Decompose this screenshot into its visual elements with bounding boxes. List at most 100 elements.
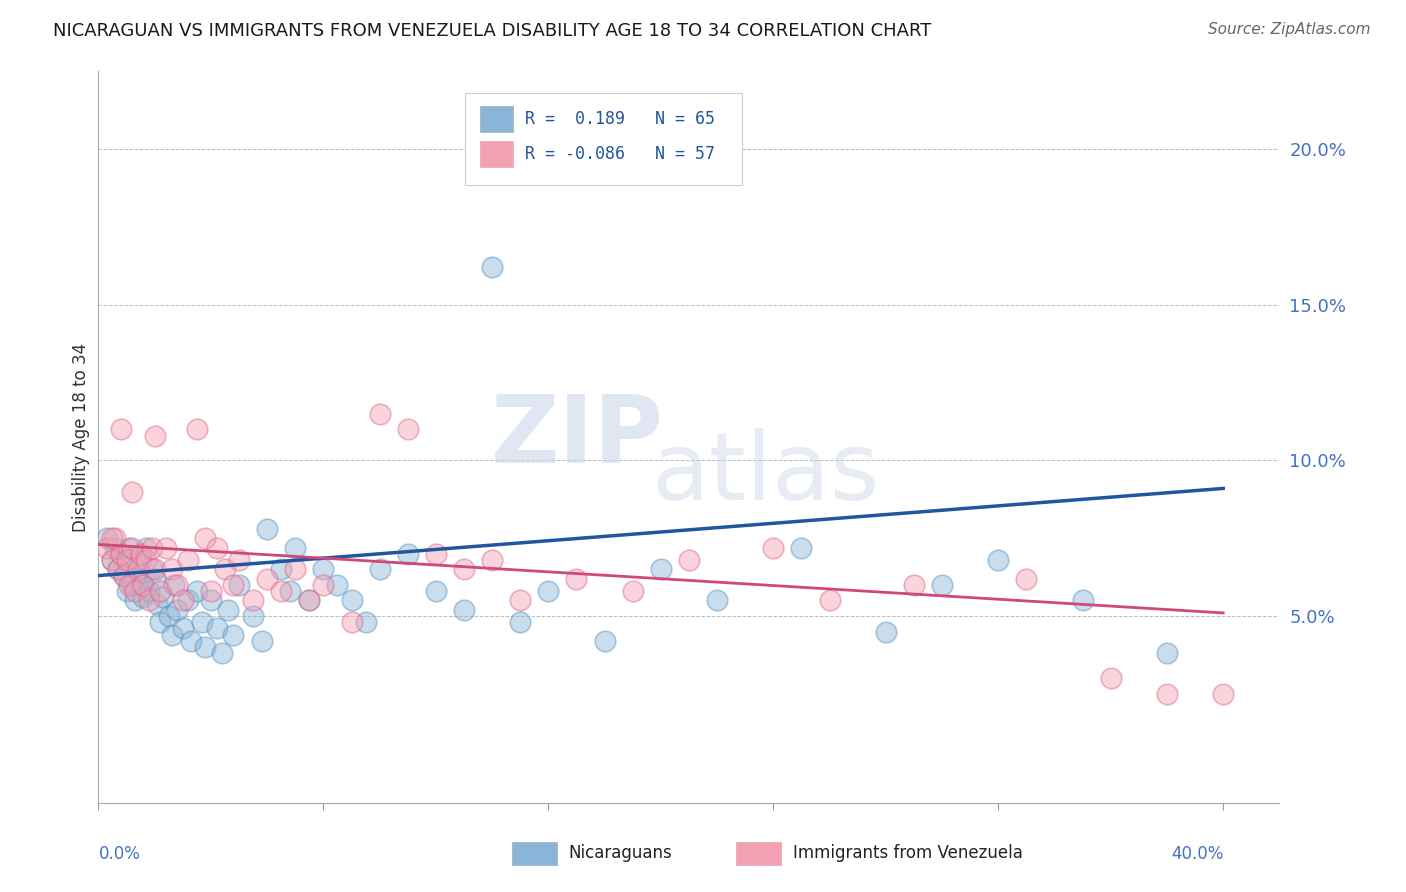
Point <box>138 593 160 607</box>
FancyBboxPatch shape <box>479 141 513 167</box>
Point <box>177 553 200 567</box>
Y-axis label: Disability Age 18 to 34: Disability Age 18 to 34 <box>72 343 90 532</box>
FancyBboxPatch shape <box>737 841 782 865</box>
Point <box>107 562 129 576</box>
Point <box>107 562 129 576</box>
Text: R = -0.086   N = 57: R = -0.086 N = 57 <box>524 145 714 163</box>
Point <box>1099 671 1122 685</box>
Point <box>101 553 124 567</box>
Text: 0.0%: 0.0% <box>98 845 141 863</box>
Point <box>101 553 124 567</box>
Point <box>790 541 813 555</box>
Point <box>1156 687 1178 701</box>
Point <box>217 603 239 617</box>
Point <box>987 553 1010 567</box>
Point <box>194 640 217 655</box>
Point <box>146 597 169 611</box>
Point <box>1212 687 1234 701</box>
Point <box>129 578 152 592</box>
Point <box>678 553 700 567</box>
Point <box>425 584 447 599</box>
Point <box>121 541 143 555</box>
Point <box>180 634 202 648</box>
Point <box>115 556 138 570</box>
Text: R =  0.189   N = 65: R = 0.189 N = 65 <box>524 110 714 128</box>
Point <box>931 578 953 592</box>
Point <box>453 603 475 617</box>
Point <box>129 553 152 567</box>
Point <box>222 578 245 592</box>
Point <box>121 578 143 592</box>
Point <box>396 547 419 561</box>
Point <box>143 572 166 586</box>
Point <box>205 541 228 555</box>
Point <box>118 541 141 555</box>
Point <box>96 541 118 555</box>
Point <box>143 428 166 442</box>
Point <box>200 584 222 599</box>
Point <box>127 566 149 580</box>
Point <box>453 562 475 576</box>
Point <box>621 584 644 599</box>
Point <box>228 553 250 567</box>
Point <box>110 547 132 561</box>
Point <box>312 562 335 576</box>
Point <box>110 547 132 561</box>
Point <box>256 572 278 586</box>
Point <box>112 568 135 582</box>
Point <box>205 622 228 636</box>
Point <box>242 609 264 624</box>
Point <box>270 562 292 576</box>
Point <box>818 593 841 607</box>
Point <box>340 593 363 607</box>
Point <box>1015 572 1038 586</box>
Point <box>368 562 391 576</box>
Point <box>284 541 307 555</box>
Point <box>340 615 363 630</box>
Point <box>191 615 214 630</box>
Point <box>166 578 188 592</box>
Point <box>326 578 349 592</box>
Point <box>104 541 127 555</box>
Point <box>177 593 200 607</box>
Text: Immigrants from Venezuela: Immigrants from Venezuela <box>793 844 1022 863</box>
Point <box>222 628 245 642</box>
Point <box>157 609 180 624</box>
Point <box>903 578 925 592</box>
Point <box>132 578 155 592</box>
Point <box>172 622 194 636</box>
Point <box>875 624 897 639</box>
Point <box>509 593 531 607</box>
Point <box>194 531 217 545</box>
Point <box>298 593 321 607</box>
Point <box>298 593 321 607</box>
Point <box>135 553 157 567</box>
Point <box>115 553 138 567</box>
Text: Nicaraguans: Nicaraguans <box>568 844 672 863</box>
Point <box>593 634 616 648</box>
Point <box>284 562 307 576</box>
Point <box>96 531 118 545</box>
Point <box>762 541 785 555</box>
Point <box>160 628 183 642</box>
Point <box>141 562 163 576</box>
Point <box>124 584 146 599</box>
Point <box>138 584 160 599</box>
Point <box>155 541 177 555</box>
Point <box>1071 593 1094 607</box>
Point <box>312 578 335 592</box>
Point <box>278 584 301 599</box>
Point <box>481 553 503 567</box>
Point <box>172 593 194 607</box>
Point <box>396 422 419 436</box>
Point <box>127 562 149 576</box>
Point <box>650 562 672 576</box>
Point <box>242 593 264 607</box>
Point <box>256 522 278 536</box>
Point <box>135 541 157 555</box>
Point <box>118 578 141 592</box>
Point <box>121 484 143 499</box>
Point <box>143 562 166 576</box>
Point <box>250 634 273 648</box>
Point <box>132 591 155 605</box>
